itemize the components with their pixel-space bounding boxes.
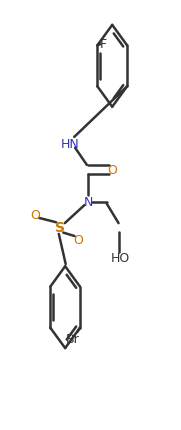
Text: O: O (30, 209, 40, 221)
Text: S: S (55, 221, 65, 235)
Text: Br: Br (66, 332, 80, 345)
Text: HN: HN (60, 138, 79, 150)
Text: O: O (73, 233, 83, 246)
Text: HO: HO (111, 252, 130, 264)
Text: O: O (107, 163, 117, 176)
Text: F: F (100, 37, 107, 51)
Text: N: N (84, 196, 93, 209)
